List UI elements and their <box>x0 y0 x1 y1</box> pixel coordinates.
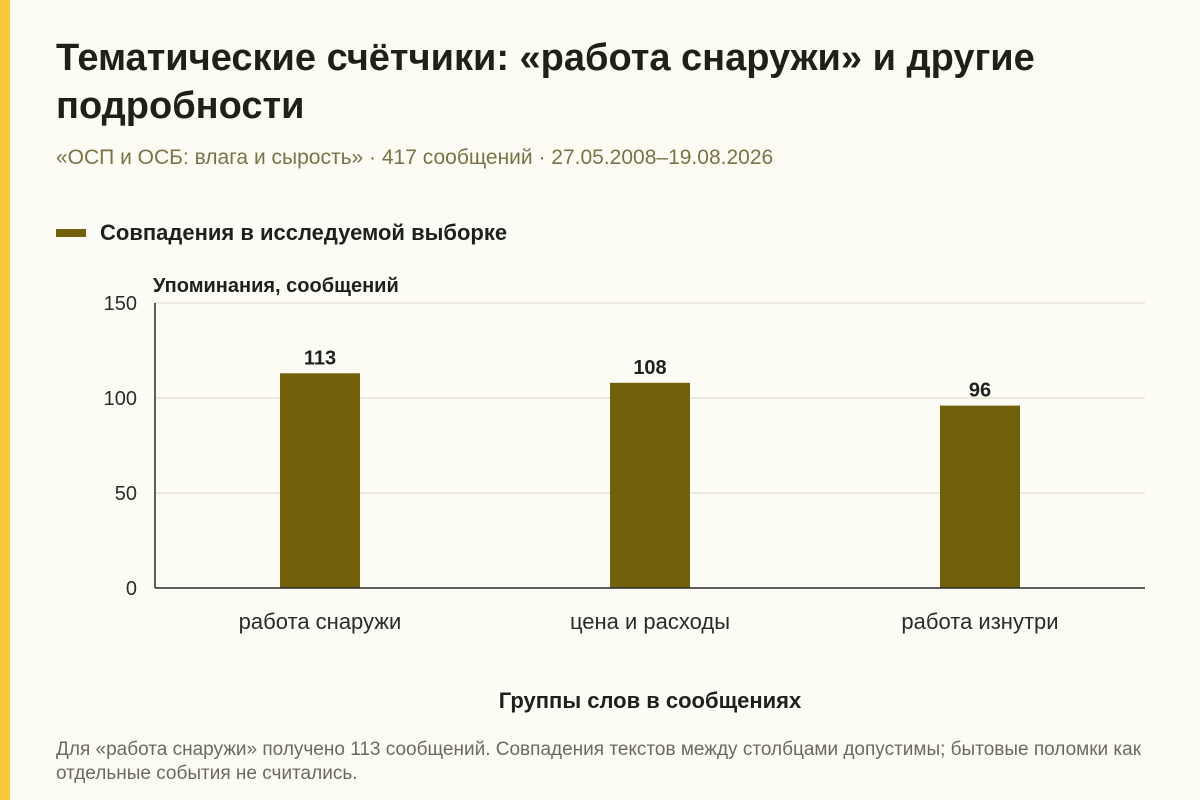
y-tick-label: 150 <box>104 293 137 315</box>
accent-strip <box>0 0 10 800</box>
x-tick-label: цена и расходы <box>570 609 730 634</box>
chart-legend: Совпадения в исследуемой выборке <box>56 218 507 248</box>
x-tick-label: работа изнутри <box>901 609 1058 634</box>
page-title: Тематические счётчики: «работа снаружи» … <box>56 37 1035 127</box>
bar-value-label: 96 <box>969 380 991 402</box>
y-tick-label: 100 <box>104 388 137 410</box>
bars <box>280 373 1020 588</box>
chart-labels: 0 50 100 150 113 работа снаружи 108 цена и расх… <box>104 293 1059 634</box>
y-tick-label: 0 <box>126 578 137 600</box>
bar-value-label: 108 <box>633 357 666 379</box>
y-axis-title: Упоминания, сообщений <box>153 275 399 297</box>
legend-swatch <box>56 229 86 237</box>
bar-value-label: 113 <box>304 347 336 369</box>
bar <box>280 373 360 588</box>
bar <box>940 405 1020 588</box>
footnote: Для «работа снаружи» получено 113 сообще… <box>56 739 1142 784</box>
y-tick-label: 50 <box>115 483 137 505</box>
x-axis-title: Группы слов в сообщениях <box>499 688 802 713</box>
page-subtitle: «ОСП и ОСБ: влага и сырость» · 417 сообщ… <box>56 146 774 169</box>
bar <box>610 382 690 588</box>
legend-label: Совпадения в исследуемой выборке <box>100 220 508 245</box>
x-tick-label: работа снаружи <box>239 609 402 634</box>
